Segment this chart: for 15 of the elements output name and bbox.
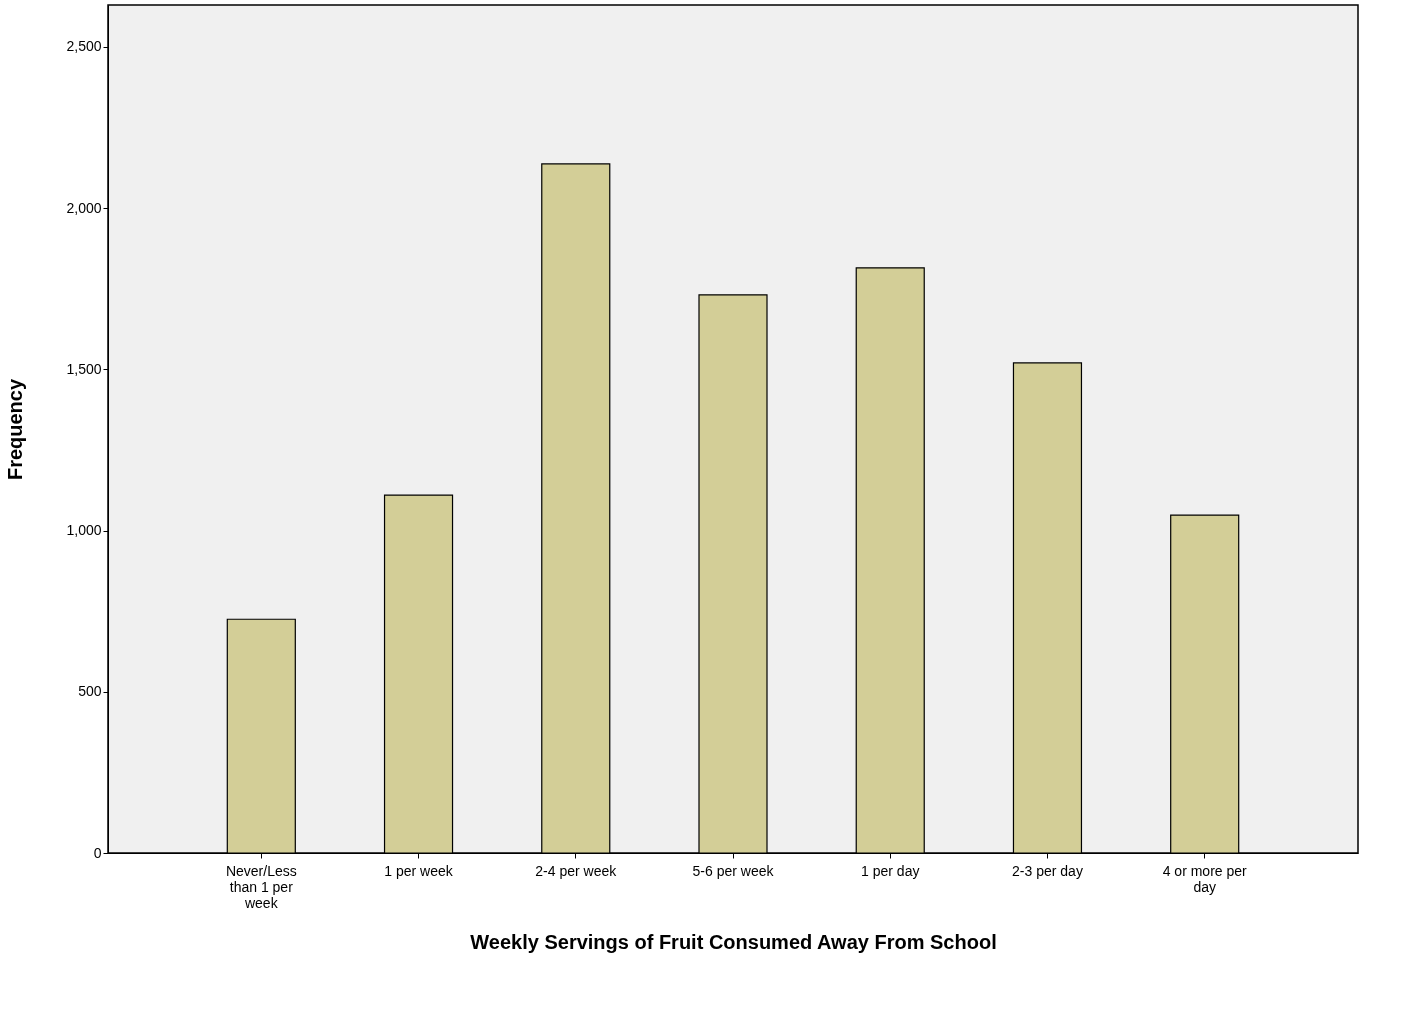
x-tick-label: 2-3 per day — [1012, 862, 1083, 879]
x-axis-title: Weekly Servings of Fruit Consumed Away From School — [470, 930, 997, 953]
x-tick-label: 4 or more per day — [1162, 862, 1248, 895]
y-axis-title: Frequency — [4, 378, 27, 481]
x-tick-label: Never/Less than 1 per week — [225, 862, 297, 911]
x-tick-label: 1 per day — [861, 862, 920, 879]
x-tick-label: 1 per week — [384, 862, 454, 879]
x-tick-label: 5-6 per week — [692, 862, 775, 879]
y-tick-label: 1,000 — [66, 522, 102, 539]
y-tick-label: 1,500 — [66, 360, 102, 377]
x-tick-label: 2-4 per week — [535, 862, 618, 879]
y-tick-label: 2,000 — [66, 199, 102, 216]
y-tick-label: 500 — [78, 683, 102, 700]
y-tick-label: 2,500 — [66, 38, 102, 55]
y-tick-label: 0 — [93, 844, 102, 861]
